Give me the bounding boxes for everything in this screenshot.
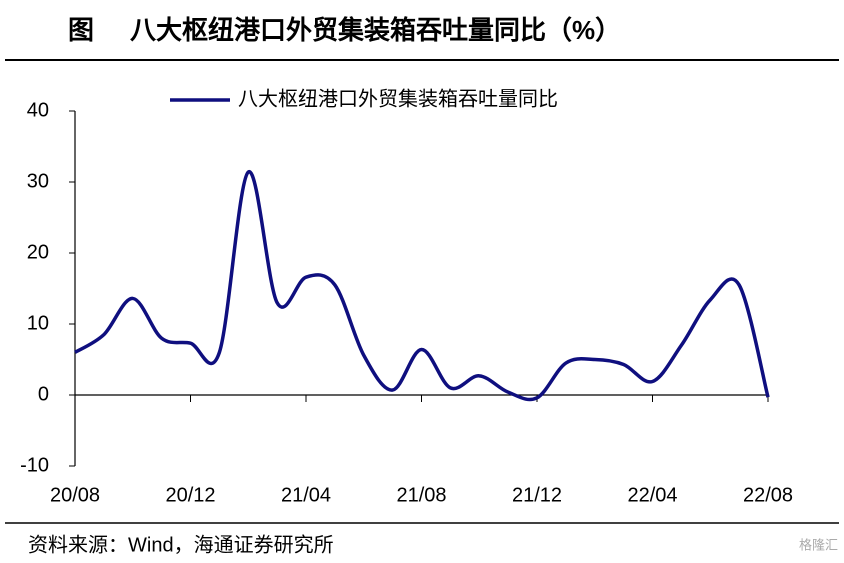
x-tick-label: 22/08 [743,484,793,506]
x-tick-label: 22/04 [627,484,677,506]
x-tick-label: 21/12 [512,484,562,506]
y-tick-label: 10 [27,312,49,334]
figure-label: 图 [68,15,94,45]
watermark: 格隆汇 [799,537,838,552]
x-tick-label: 21/08 [396,484,446,506]
y-tick-label: 30 [27,170,49,192]
y-tick-label: -10 [20,454,49,476]
y-tick-label: 20 [27,241,49,263]
legend-label: 八大枢纽港口外贸集装箱吞吐量同比 [238,87,558,110]
x-tick-label: 20/08 [50,484,100,506]
x-tick-label: 21/04 [281,484,331,506]
source: 资料来源：Wind，海通证券研究所 [28,533,334,556]
y-tick-label: 0 [38,383,49,405]
x-tick-label: 20/12 [165,484,215,506]
chart-title: 八大枢纽港口外贸集装箱吞吐量同比（%） [130,15,621,45]
data-line [74,170,770,402]
y-tick-label: 40 [27,99,49,121]
